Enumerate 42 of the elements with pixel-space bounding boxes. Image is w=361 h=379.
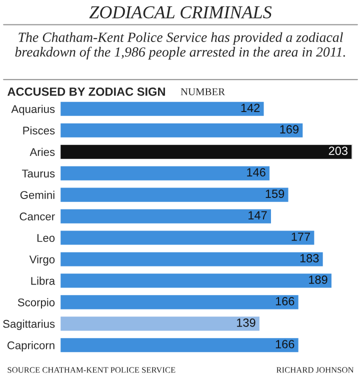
chart-subtitle: The Chatham-Kent Police Service has provided a zodiacal breakdown of the 1,986 people arrested in the area in 2011.	[15, 32, 345, 60]
text: RICHARD JOHNSON	[276, 367, 354, 373]
chart-title: ZODIACAL CRIMINALS	[89, 6, 272, 18]
y-tick-label: Aries	[30, 148, 55, 156]
bar	[60, 208, 272, 225]
data-label: 147	[248, 211, 267, 220]
data-label: 189	[309, 276, 328, 284]
source-note: SOURCE CHATHAM-KENT POLICE SERVICE	[8, 367, 176, 373]
bar	[60, 272, 333, 290]
data-label: 183	[300, 254, 319, 262]
y-tick-label: Gemini	[20, 190, 54, 199]
data-label: 203	[328, 146, 348, 156]
y-tick-label: Cancer	[20, 212, 55, 220]
data-label: 159	[266, 190, 284, 198]
bar	[60, 143, 352, 160]
bar	[60, 250, 324, 268]
data-label: 146	[247, 168, 266, 176]
y-tick-label: Libra	[31, 276, 56, 285]
text: ACCUSED BY ZODIAC SIGN	[8, 87, 165, 96]
bar	[60, 315, 261, 332]
data-label: 142	[241, 104, 260, 112]
bar	[60, 164, 271, 182]
data-label: 139	[237, 318, 256, 327]
y-tick-label: Leo	[37, 234, 55, 242]
data-label: 177	[292, 232, 310, 241]
data-label: 166	[276, 297, 294, 306]
bar	[60, 100, 266, 118]
bar	[60, 186, 290, 204]
data-label: 166	[276, 340, 294, 348]
y-tick-label: Virgo	[29, 255, 55, 266]
data-label: 169	[280, 125, 298, 134]
y-tick-label: Sagittarius	[3, 320, 55, 330]
bar	[60, 122, 304, 139]
y-tick-label: Aquarius	[11, 104, 55, 116]
bar	[60, 336, 300, 354]
y-tick-label: Pisces	[23, 126, 55, 135]
y-tick-label: Scorpio	[18, 298, 55, 309]
y-tick-label: Capricorn	[7, 341, 54, 352]
y-tick-label: Taurus	[22, 170, 55, 178]
bar	[60, 294, 300, 311]
text: NUMBER	[180, 88, 226, 96]
bar	[60, 229, 316, 246]
